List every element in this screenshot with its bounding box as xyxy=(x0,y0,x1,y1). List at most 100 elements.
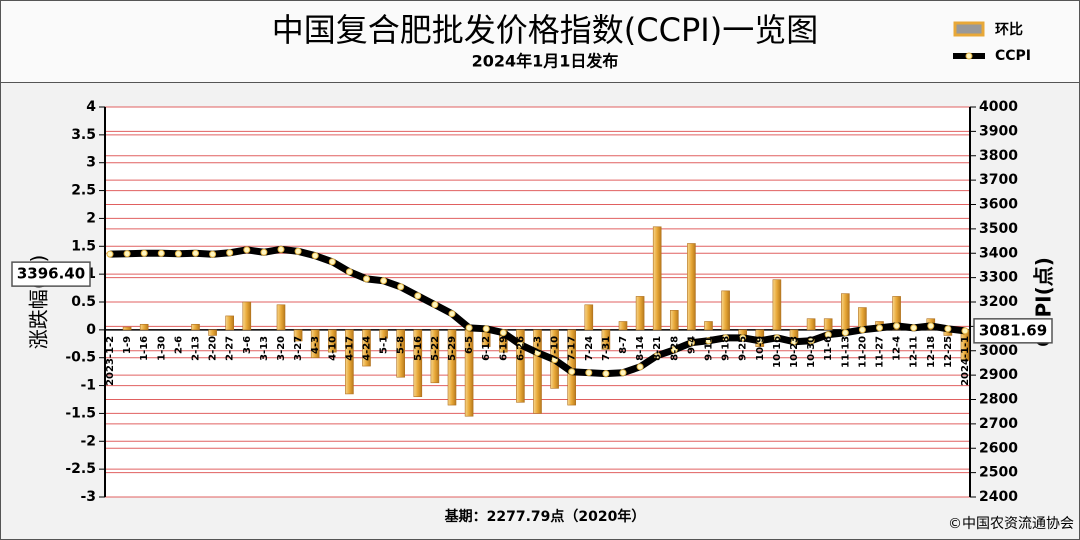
bar xyxy=(892,296,901,331)
x-tick-label: 5-29 xyxy=(447,336,458,361)
y-tick-label: -1.5 xyxy=(65,405,96,421)
x-tick-label: 5-8 xyxy=(396,336,407,354)
ccpi-point xyxy=(602,370,610,378)
x-tick-label: 7-3 xyxy=(533,336,544,354)
ccpi-point xyxy=(893,322,901,330)
bar xyxy=(840,293,850,331)
bar xyxy=(293,329,303,342)
x-tick-label: 12-18 xyxy=(926,336,937,368)
x-tick-label: 3-20 xyxy=(276,336,287,361)
bar xyxy=(276,304,286,331)
ccpi-point xyxy=(140,249,148,257)
y2-tick-label: 3200 xyxy=(979,294,1018,310)
ccpi-point xyxy=(499,329,507,337)
ccpi-point xyxy=(192,249,199,257)
ccpi-point xyxy=(824,331,832,339)
ccpi-point xyxy=(243,246,251,254)
bar xyxy=(772,279,782,331)
ccpi-point xyxy=(431,301,439,309)
y-tick-label: 4 xyxy=(86,99,96,115)
ccpi-point xyxy=(687,339,695,347)
bar xyxy=(823,318,833,331)
value-label: 3396.40 xyxy=(17,265,85,283)
bar xyxy=(345,329,354,395)
x-tick-label: 4-10 xyxy=(327,336,338,361)
bar xyxy=(413,329,423,398)
x-tick-label: 12-25 xyxy=(943,336,954,368)
x-tick-label: 11-13 xyxy=(840,336,851,368)
y2-tick-label: 2600 xyxy=(979,440,1018,456)
ccpi-point xyxy=(756,337,764,345)
x-tick-label: 2-27 xyxy=(225,336,236,361)
bar xyxy=(396,329,406,378)
y2-tick-label: 2500 xyxy=(979,465,1018,481)
ccpi-point xyxy=(876,324,883,332)
y2-tick-label: 2800 xyxy=(979,392,1018,408)
x-tick-label: 2-20 xyxy=(208,336,219,361)
ccpi-point xyxy=(551,356,559,364)
bar xyxy=(533,329,542,414)
x-tick-label: 5-16 xyxy=(413,336,424,361)
bar xyxy=(447,329,457,406)
x-tick-label: 7-17 xyxy=(567,336,578,361)
bar xyxy=(379,329,388,339)
bar xyxy=(225,315,234,331)
y-tick-label: -2.5 xyxy=(65,461,96,477)
ccpi-point xyxy=(328,258,336,266)
bar xyxy=(310,329,320,359)
y2-tick-label: 2400 xyxy=(979,489,1018,505)
x-tick-label: 12-4 xyxy=(892,336,903,361)
ccpi-point xyxy=(397,283,405,291)
x-tick-label: 6-19 xyxy=(498,336,509,361)
x-tick-label: 8-14 xyxy=(635,336,646,361)
x-tick-label: 2023-1-2 xyxy=(105,336,116,386)
ccpi-point xyxy=(961,327,969,335)
ccpi-point xyxy=(294,247,302,255)
y-tick-label: -2 xyxy=(80,433,96,449)
ccpi-point xyxy=(858,326,866,334)
chart-title: 中国复合肥批发价格指数(CCPI)一览图 xyxy=(272,11,818,49)
x-tick-label: 6-5 xyxy=(464,336,475,354)
bar xyxy=(601,329,611,350)
x-tick-label: 4-3 xyxy=(310,336,321,354)
x-tick-label: 7-10 xyxy=(550,336,561,361)
y-tick-label: 1.5 xyxy=(71,238,96,254)
x-tick-label: 2-6 xyxy=(173,336,184,354)
bar xyxy=(652,226,662,331)
ccpi-point xyxy=(414,292,422,300)
y2-tick-label: 2700 xyxy=(979,416,1018,432)
ccpi-point xyxy=(482,325,490,333)
y-tick-label: -1 xyxy=(80,378,96,394)
ccpi-point xyxy=(568,368,576,376)
x-tick-label: 8-28 xyxy=(669,336,680,361)
x-tick-label: 10-9 xyxy=(755,336,766,361)
ccpi-point xyxy=(380,277,388,285)
bar xyxy=(327,329,337,353)
ccpi-point xyxy=(157,249,165,257)
ccpi-point xyxy=(722,334,730,342)
bar xyxy=(806,318,816,331)
value-label-box xyxy=(11,261,91,287)
ccpi-point xyxy=(123,250,131,258)
header xyxy=(0,0,1080,83)
y-tick-label: 0 xyxy=(86,322,96,338)
y-tick-label: 3.5 xyxy=(71,127,96,143)
legend-label: CCPI xyxy=(995,48,1031,64)
bar xyxy=(635,296,645,331)
base-note: 基期：2277.79点（2020年） xyxy=(445,508,646,525)
ccpi-point xyxy=(636,363,644,371)
y2-tick-label: 3600 xyxy=(979,197,1018,213)
x-tick-label: 3-13 xyxy=(259,336,270,361)
ccpi-point xyxy=(773,334,781,342)
x-tick-label: 6-26 xyxy=(515,336,526,361)
x-tick-label: 6-12 xyxy=(481,336,492,361)
ccpi-point xyxy=(927,322,935,330)
y-tick-label: 0.5 xyxy=(71,294,96,310)
x-tick-label: 7-31 xyxy=(601,336,612,361)
x-tick-label: 7-24 xyxy=(584,336,595,361)
ccpi-point xyxy=(260,248,268,256)
bar xyxy=(687,243,696,331)
y2-tick-label: 3300 xyxy=(979,270,1018,286)
y2-tick-label: 3700 xyxy=(979,172,1018,188)
